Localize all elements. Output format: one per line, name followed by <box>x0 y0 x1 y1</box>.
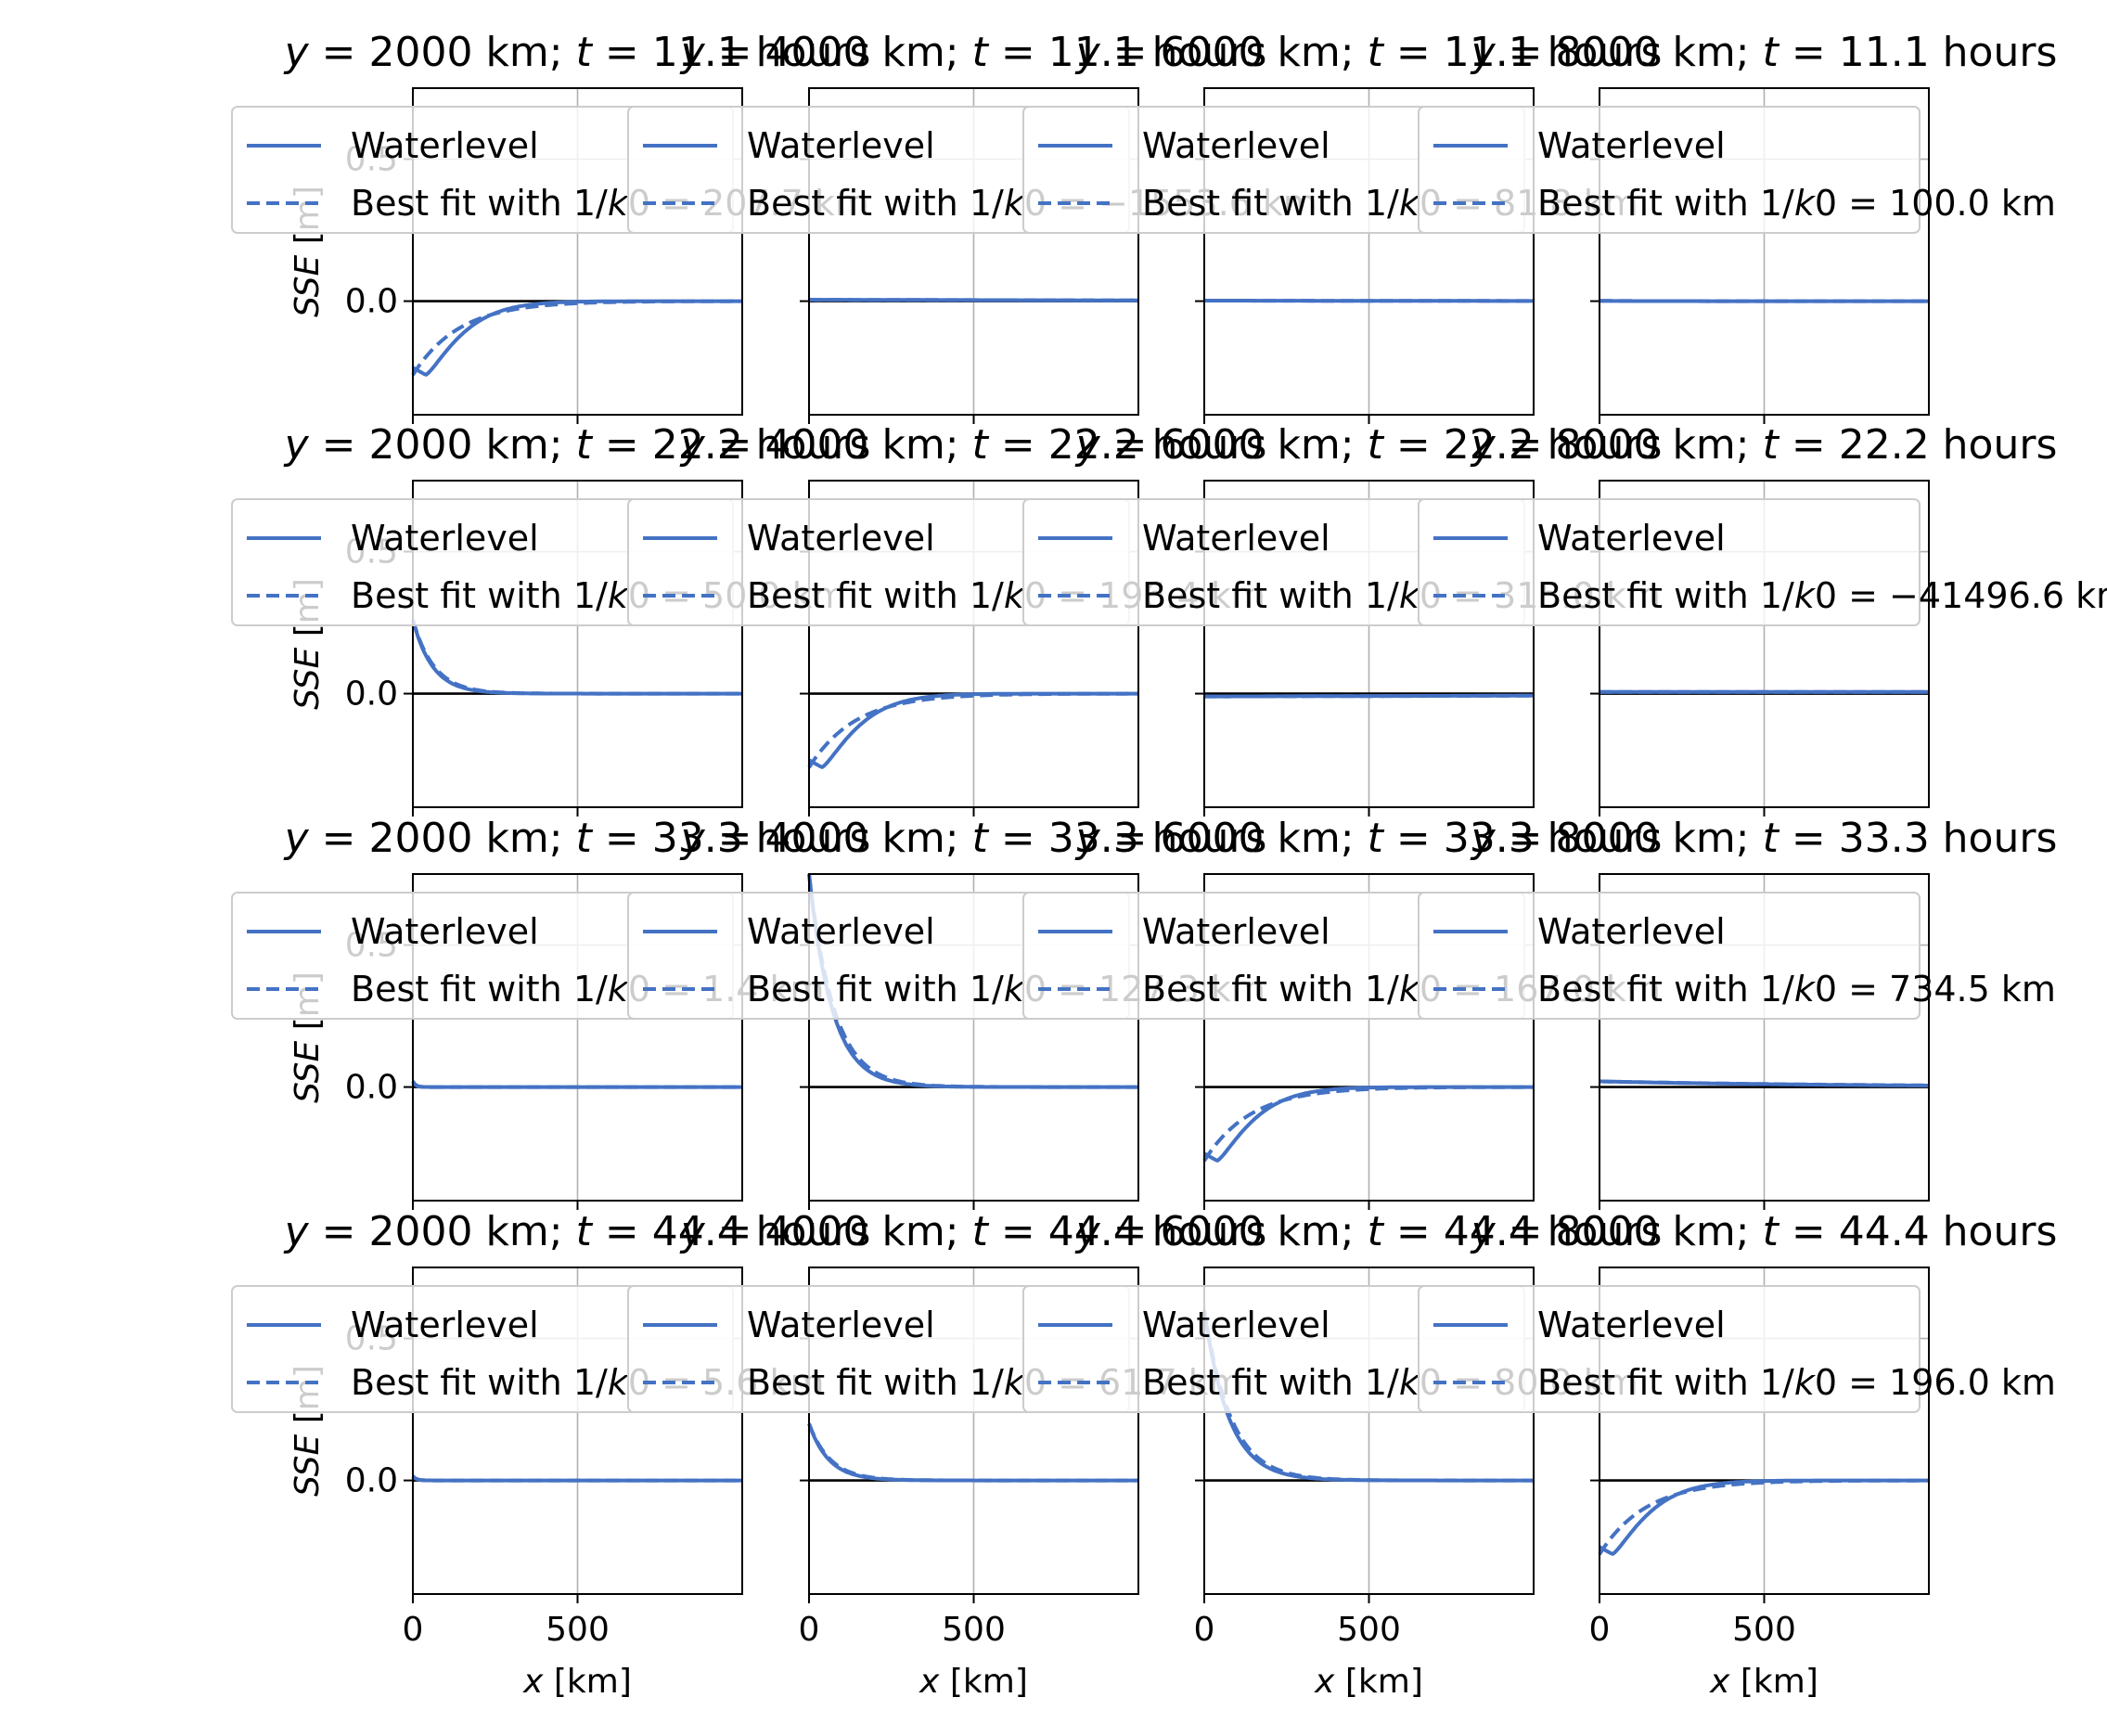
legend-label-waterlevel: Waterlevel <box>351 125 539 166</box>
legend-frame <box>1418 892 1921 1020</box>
legend: Waterlevel Best fit with 1/k0 = −41496.6 … <box>1418 498 2107 626</box>
x-axis-label: x [km] <box>1314 1663 1423 1701</box>
x-tick-label: 500 <box>942 1611 1006 1649</box>
subplot-title: y = 8000 km; t = 22.2 hours <box>1470 421 2058 469</box>
legend-label-best-fit: Best fit with 1/k0 = −41496.6 km <box>1537 575 2107 616</box>
subplot-2-1 <box>800 873 1139 1210</box>
subplot-title: y = 6000 km; t = 44.4 hours <box>1074 1208 1663 1255</box>
legend-label-waterlevel: Waterlevel <box>747 518 935 559</box>
x-tick-label: 0 <box>403 1611 424 1649</box>
legend: Waterlevel Best fit with 1/k0 = 734.5 km <box>1418 892 2056 1020</box>
series-best-fit-line <box>807 1422 1138 1483</box>
subplot-title: y = 8000 km; t = 33.3 hours <box>1470 815 2058 862</box>
x-tick-label: 500 <box>546 1611 610 1649</box>
subplot-title: y = 4000 km; t = 33.3 hours <box>679 815 1267 862</box>
x-tick-label: 0 <box>1194 1611 1215 1649</box>
subplot-1-2 <box>1195 480 1535 817</box>
series-best-fit-line <box>411 619 742 696</box>
legend-label-waterlevel: Waterlevel <box>747 125 935 166</box>
legend-label-waterlevel: Waterlevel <box>351 1305 539 1345</box>
subplot-0-3 <box>1590 87 1930 424</box>
subplot-title: y = 4000 km; t = 11.1 hours <box>679 29 1267 76</box>
series-best-fit-line <box>1202 1085 1534 1163</box>
legend-label-waterlevel: Waterlevel <box>1537 1305 1726 1345</box>
x-tick-label: 0 <box>799 1611 820 1649</box>
legend-label-waterlevel: Waterlevel <box>1537 911 1726 952</box>
x-axis-label: x [km] <box>919 1663 1028 1701</box>
subplot-title: y = 6000 km; t = 11.1 hours <box>1074 29 1663 76</box>
subplot-title: y = 8000 km; t = 11.1 hours <box>1470 29 2058 76</box>
legend: Waterlevel Best fit with 1/k0 = 100.0 km <box>1418 106 2056 234</box>
subplot-3-3: 0 500 x [km] <box>1589 1267 1930 1701</box>
subplot-title: y = 2000 km; t = 44.4 hours <box>283 1208 871 1255</box>
y-tick-label: 0.0 <box>345 1069 398 1107</box>
series-best-fit-line <box>411 1080 742 1089</box>
legend-frame <box>1418 106 1921 234</box>
x-tick-label: 500 <box>1337 1611 1401 1649</box>
legend-frame <box>1418 1285 1921 1413</box>
x-tick-label: 0 <box>1589 1611 1611 1649</box>
legend-label-waterlevel: Waterlevel <box>1142 911 1330 952</box>
subplot-title: y = 4000 km; t = 22.2 hours <box>679 421 1267 469</box>
legend-label-waterlevel: Waterlevel <box>747 1305 935 1345</box>
legend-label-best-fit: Best fit with 1/k0 = 100.0 km <box>1537 183 2056 224</box>
legend-label-waterlevel: Waterlevel <box>1142 125 1330 166</box>
series-best-fit-line <box>807 691 1138 769</box>
subplot-grid: 0.00.5SSE [m]0.00.5SSE [m]0.00.5SSE [m]0… <box>231 29 2107 1701</box>
x-axis-label: x [km] <box>522 1663 632 1701</box>
y-tick-label: 0.0 <box>345 283 398 321</box>
series-best-fit-line <box>1598 1478 1929 1556</box>
legend-frame <box>1418 498 1921 626</box>
series-best-fit-line <box>1202 1309 1534 1483</box>
legend-label-best-fit: Best fit with 1/k0 = 196.0 km <box>1537 1362 2056 1403</box>
subplot-title: y = 8000 km; t = 44.4 hours <box>1470 1208 2058 1255</box>
subplot-title: y = 2000 km; t = 11.1 hours <box>283 29 871 76</box>
subplot-title: y = 4000 km; t = 44.4 hours <box>679 1208 1267 1255</box>
series-best-fit-line <box>411 1474 742 1483</box>
series-best-fit-line <box>1204 693 1534 699</box>
subplot-3-2: 0 500 x [km] <box>1194 1267 1535 1701</box>
y-tick-label: 0.0 <box>345 1462 398 1500</box>
subplot-title: y = 6000 km; t = 22.2 hours <box>1074 421 1663 469</box>
legend-label-waterlevel: Waterlevel <box>1142 1305 1330 1345</box>
legend-label-waterlevel: Waterlevel <box>747 911 935 952</box>
legend-label-best-fit: Best fit with 1/k0 = 734.5 km <box>1537 969 2056 1009</box>
legend-label-waterlevel: Waterlevel <box>1537 125 1726 166</box>
series-best-fit-line <box>807 873 1138 1089</box>
legend-label-waterlevel: Waterlevel <box>351 911 539 952</box>
series-best-fit-line <box>809 298 1138 302</box>
legend-label-waterlevel: Waterlevel <box>351 518 539 559</box>
legend-label-waterlevel: Waterlevel <box>1142 518 1330 559</box>
series-best-fit-line <box>1599 1079 1929 1087</box>
legend-label-waterlevel: Waterlevel <box>1537 518 1726 559</box>
subplot-title: y = 6000 km; t = 33.3 hours <box>1074 815 1663 862</box>
y-tick-label: 0.0 <box>345 675 398 714</box>
subplot-2-3 <box>1590 873 1930 1210</box>
x-tick-label: 500 <box>1732 1611 1796 1649</box>
subplot-title: y = 2000 km; t = 33.3 hours <box>283 815 871 862</box>
series-best-fit-line <box>411 299 742 377</box>
x-axis-label: x [km] <box>1709 1663 1818 1701</box>
subplot-title: y = 2000 km; t = 22.2 hours <box>283 421 871 469</box>
legend: Waterlevel Best fit with 1/k0 = 196.0 km <box>1418 1285 2056 1413</box>
